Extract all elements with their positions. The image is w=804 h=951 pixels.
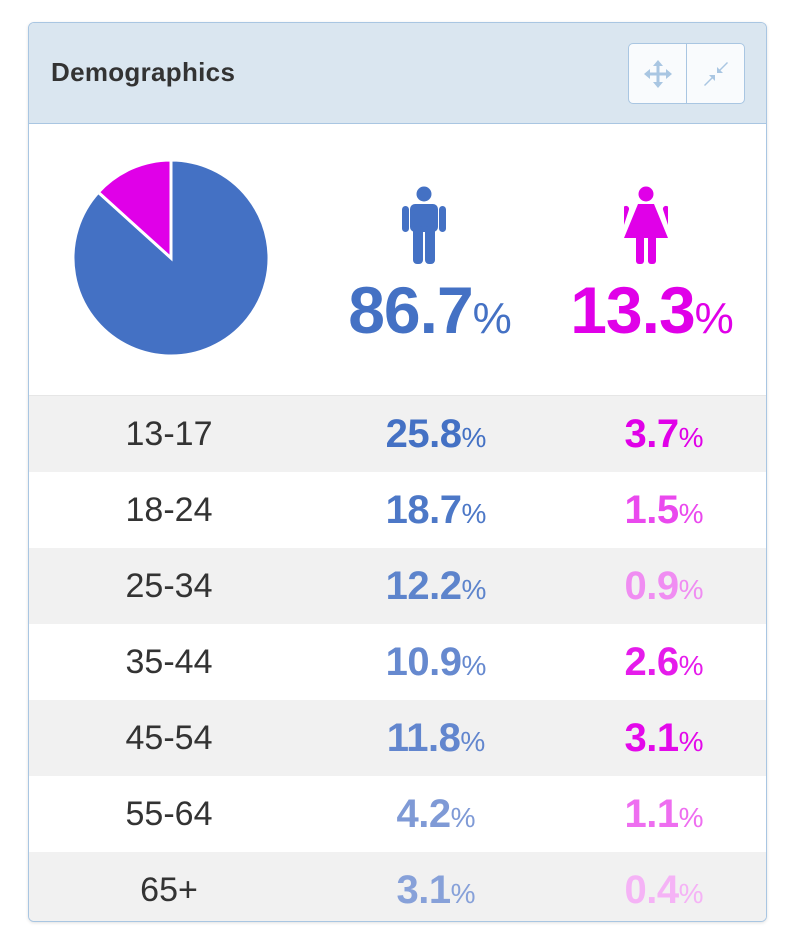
percent-sign: % [461, 498, 487, 529]
female-age-value: 3.7 [624, 412, 679, 456]
female-percentage: 13.3% [537, 273, 766, 355]
table-row: 45-54 11.8% 3.1% [29, 700, 766, 776]
age-group-label: 65+ [140, 871, 198, 909]
table-row: 13-17 25.8% 3.7% [29, 396, 766, 472]
male-age-value: 3.1 [396, 868, 451, 912]
female-age-percentage: 1.5% [554, 472, 766, 552]
female-age-value: 1.1 [624, 792, 679, 836]
percent-sign: % [460, 726, 486, 757]
percent-sign: % [461, 650, 487, 681]
percent-sign: % [678, 802, 704, 833]
male-age-percentage: 3.1% [326, 852, 546, 921]
move-icon [643, 59, 672, 88]
male-percentage: 86.7% [315, 274, 545, 355]
percent-sign: % [678, 498, 704, 529]
panel-title: Demographics [51, 57, 236, 87]
percent-sign: % [694, 294, 734, 343]
age-group-label: 18-24 [125, 491, 213, 529]
male-age-value: 4.2 [396, 792, 451, 836]
age-breakdown-table: 13-17 25.8% 3.7% 18-24 18.7% 1.5% 25-34 12.2% 0.… [29, 396, 766, 921]
table-row: 25-34 12.2% 0.9% [29, 548, 766, 624]
table-row: 35-44 10.9% 2.6% [29, 624, 766, 700]
male-age-value: 12.2 [385, 564, 462, 608]
female-age-value: 0.9 [624, 564, 679, 608]
female-age-value: 1.5 [624, 488, 679, 532]
percent-sign: % [472, 294, 512, 343]
age-group-label: 25-34 [125, 567, 213, 605]
pie-slice-male [71, 158, 271, 358]
table-row: 65+ 3.1% 0.4% [29, 852, 766, 921]
percent-sign: % [678, 726, 704, 757]
female-age-percentage: 3.1% [554, 700, 766, 780]
male-age-percentage: 11.8% [326, 700, 546, 780]
male-age-percentage: 4.2% [326, 776, 546, 856]
male-age-percentage: 12.2% [326, 548, 546, 628]
collapse-button[interactable] [686, 44, 744, 103]
female-age-value: 2.6 [624, 640, 679, 684]
percent-sign: % [678, 422, 704, 453]
female-icon [624, 186, 668, 264]
percent-sign: % [461, 422, 487, 453]
female-age-percentage: 1.1% [554, 776, 766, 856]
table-row: 18-24 18.7% 1.5% [29, 472, 766, 548]
male-age-value: 25.8 [385, 412, 462, 456]
female-age-percentage: 0.4% [554, 852, 766, 921]
age-group-label: 35-44 [125, 643, 213, 681]
move-button[interactable] [629, 44, 686, 103]
male-age-value: 10.9 [385, 640, 462, 684]
female-age-percentage: 3.7% [554, 396, 766, 476]
collapse-icon [703, 61, 728, 86]
percent-sign: % [678, 878, 704, 909]
pie-slice-female [96, 158, 173, 262]
percent-sign: % [678, 650, 704, 681]
male-percentage-value: 86.7 [348, 273, 473, 347]
panel-header: Demographics [29, 23, 766, 124]
male-age-value: 18.7 [385, 488, 462, 532]
gender-pie-chart [71, 158, 271, 358]
male-age-percentage: 10.9% [326, 624, 546, 704]
age-group-label: 55-64 [125, 795, 213, 833]
demographics-panel: Demographics [28, 22, 767, 922]
table-row: 55-64 4.2% 1.1% [29, 776, 766, 852]
male-age-percentage: 25.8% [326, 396, 546, 476]
summary-section: 86.7% 13.3% [29, 124, 766, 396]
female-percentage-value: 13.3 [570, 273, 695, 347]
age-group-label: 45-54 [125, 719, 213, 757]
panel-controls [628, 43, 745, 104]
female-age-percentage: 2.6% [554, 624, 766, 704]
percent-sign: % [461, 574, 487, 605]
male-age-value: 11.8 [386, 716, 461, 760]
percent-sign: % [450, 878, 476, 909]
male-age-percentage: 18.7% [326, 472, 546, 552]
female-age-value: 0.4 [624, 868, 679, 912]
percent-sign: % [450, 802, 476, 833]
male-icon [402, 186, 446, 264]
female-age-percentage: 0.9% [554, 548, 766, 628]
percent-sign: % [678, 574, 704, 605]
age-group-label: 13-17 [125, 415, 213, 453]
female-age-value: 3.1 [624, 716, 679, 760]
